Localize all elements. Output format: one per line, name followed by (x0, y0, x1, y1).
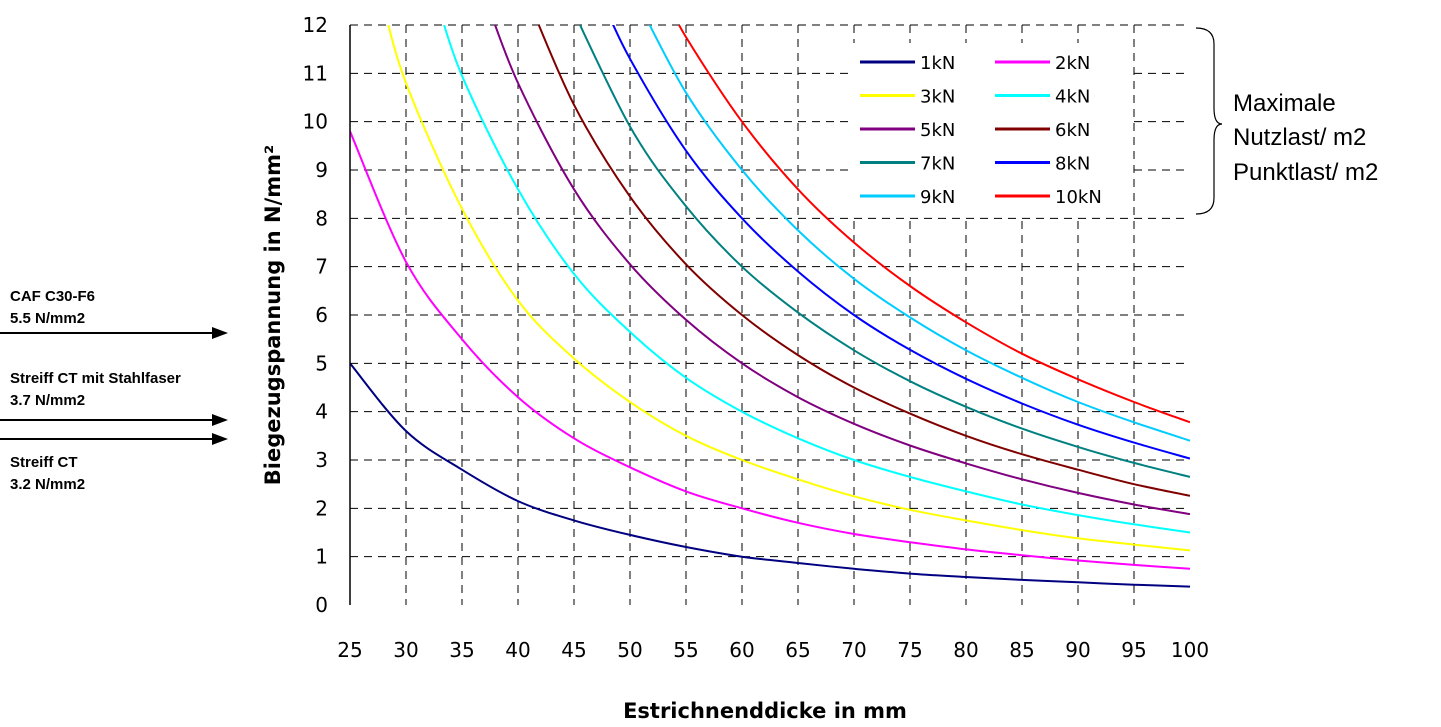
y-tick-label: 3 (315, 448, 328, 472)
legend-group-label-3: Punktlast/ m2 (1233, 159, 1378, 186)
annotation-streiff-ct-value: 3.2 N/mm2 (10, 476, 85, 493)
y-tick-label: 2 (315, 496, 328, 520)
series-line-10kN (677, 25, 1190, 424)
x-tick-label: 100 (1171, 638, 1209, 662)
x-tick-label: 65 (785, 638, 810, 662)
x-tick-label: 60 (729, 638, 754, 662)
tick-labels: 25 30 35 40 45 50 55 60 65 70 75 80 85 90 95 1000123456… (303, 13, 1210, 662)
series-line-9kN (648, 25, 1190, 442)
annotation-caf: CAF C30-F6 5.5 N/mm2 (0, 288, 228, 339)
series-line-1kN (350, 362, 1190, 588)
annotation-caf-value: 5.5 N/mm2 (10, 310, 85, 327)
arrow-icon (212, 414, 228, 426)
x-tick-label: 75 (897, 638, 922, 662)
legend-label: 7kN (920, 154, 955, 175)
legend-item-9kN: 9kN (860, 187, 955, 208)
legend-item-4kN: 4kN (995, 87, 1090, 108)
legend-item-1kN: 1kN (860, 53, 955, 74)
legend-label: 3kN (920, 87, 955, 108)
legend-label: 6kN (1055, 120, 1090, 141)
legend-label: 8kN (1055, 154, 1090, 175)
x-tick-label: 55 (673, 638, 698, 662)
x-tick-label: 30 (393, 638, 418, 662)
x-tick-label: 45 (561, 638, 586, 662)
series-line-7kN (578, 25, 1190, 478)
legend-item-2kN: 2kN (995, 53, 1090, 74)
annotation-streiff-stahlfaser: Streiff CT mit Stahlfaser 3.7 N/mm2 (0, 370, 228, 426)
arrow-icon (212, 433, 228, 445)
y-tick-label: 11 (303, 61, 328, 85)
y-tick-label: 8 (315, 206, 328, 230)
x-axis-title: Estrichnenddicke in mm (623, 699, 907, 723)
y-tick-label: 10 (303, 110, 328, 134)
legend-label: 4kN (1055, 87, 1090, 108)
legend-label: 9kN (920, 187, 955, 208)
annotation-stahlfaser-value: 3.7 N/mm2 (10, 392, 85, 409)
y-tick-label: 1 (315, 545, 328, 569)
series-line-5kN (494, 25, 1190, 516)
x-tick-label: 90 (1065, 638, 1090, 662)
legend-item-10kN: 10kN (995, 187, 1102, 208)
series-curves (350, 25, 1190, 588)
y-tick-label: 6 (315, 303, 328, 327)
y-tick-label: 5 (315, 351, 328, 375)
annotation-caf-name: CAF C30-F6 (10, 288, 95, 305)
x-tick-label: 85 (1009, 638, 1034, 662)
x-tick-label: 25 (337, 638, 362, 662)
x-tick-label: 80 (953, 638, 978, 662)
legend-label: 5kN (920, 120, 955, 141)
legend-brace (1195, 27, 1223, 215)
series-line-8kN (612, 25, 1190, 460)
x-tick-label: 70 (841, 638, 866, 662)
legend-item-8kN: 8kN (995, 154, 1090, 175)
legend-group-label-2: Nutzlast/ m2 (1233, 124, 1366, 151)
legend-label: 2kN (1055, 53, 1090, 74)
y-tick-label: 0 (315, 593, 328, 617)
series-line-3kN (387, 25, 1190, 552)
legend-item-5kN: 5kN (860, 120, 955, 141)
y-tick-label: 12 (303, 13, 328, 37)
legend-label: 1kN (920, 53, 955, 74)
y-tick-label: 7 (315, 255, 328, 279)
arrow-icon (212, 327, 228, 339)
x-tick-label: 40 (505, 638, 530, 662)
legend-item-3kN: 3kN (860, 87, 955, 108)
y-tick-label: 9 (315, 158, 328, 182)
series-line-6kN (537, 25, 1190, 497)
series-line-4kN (443, 25, 1190, 534)
series-line-2kN (350, 130, 1190, 570)
legend-item-6kN: 6kN (995, 120, 1090, 141)
x-tick-label: 50 (617, 638, 642, 662)
legend-item-7kN: 7kN (860, 154, 955, 175)
annotation-streiff-ct-name: Streiff CT (10, 454, 78, 471)
x-tick-label: 95 (1121, 638, 1146, 662)
legend-group-label-1: Maximale (1233, 90, 1336, 117)
annotation-stahlfaser-name: Streiff CT mit Stahlfaser (10, 370, 181, 387)
annotation-streiff-ct: Streiff CT 3.2 N/mm2 (0, 433, 228, 493)
legend-label: 10kN (1055, 187, 1102, 208)
legend: 1kN 2kN 3kN 4kN 5kN 6kN 7kN 8kN 9kN 10kN (850, 43, 1133, 215)
y-axis-title: Biegezugspannung in N/mm² (261, 145, 285, 485)
x-tick-label: 35 (449, 638, 474, 662)
y-tick-label: 4 (315, 400, 328, 424)
